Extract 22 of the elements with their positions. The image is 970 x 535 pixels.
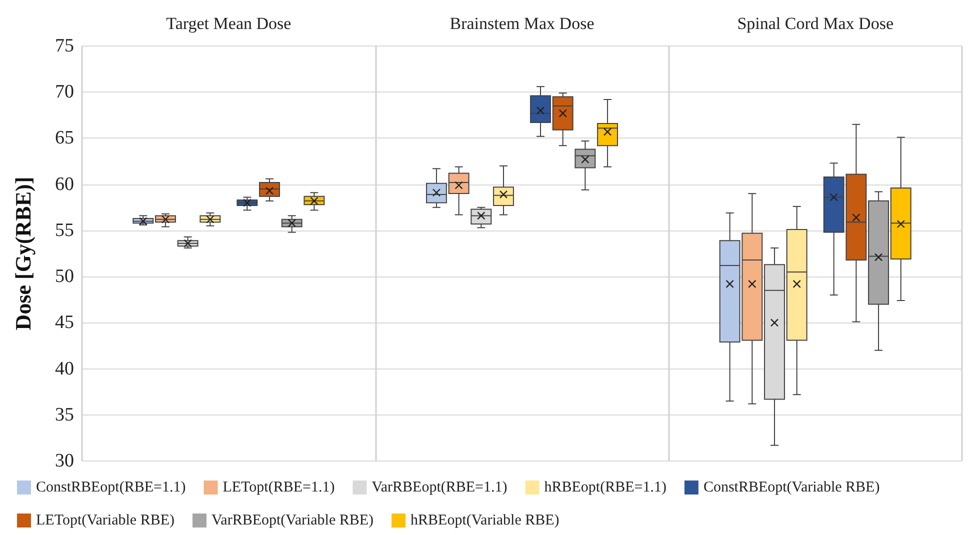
legend-label: hRBEopt(Variable RBE) [410,512,560,528]
legend-label: hRBEopt(RBE=1.1) [544,480,666,496]
y-tick-label: 45 [55,312,74,334]
x-tick-label: Target Mean Dose [166,14,292,33]
y-tick-label: 30 [55,450,74,472]
x-tick-label: Spinal Cord Max Dose [737,14,894,33]
y-tick-label: 70 [55,82,74,103]
y-tick-label: 40 [55,358,74,380]
y-tick-label: 55 [55,220,74,241]
y-axis-title: Dose [Gy(RBE)] [10,176,36,330]
y-tick-label: 65 [55,128,74,149]
legend-label: LETopt(RBE=1.1) [222,480,335,496]
y-tick-label: 50 [55,266,74,288]
legend-label: ConstRBEopt(RBE=1.1) [36,480,186,496]
legend-label: VarRBEopt(RBE=1.1) [372,480,508,496]
legend-label: LETopt(Variable RBE) [36,512,174,528]
y-tick-label: 60 [55,174,74,195]
legend-label: ConstRBEopt(Variable RBE) [703,480,880,496]
y-tick-label: 75 [55,36,74,56]
legend-label: VarRBEopt(Variable RBE) [211,512,374,528]
y-tick-label: 35 [55,404,74,426]
x-tick-label: Brainstem Max Dose [450,14,594,33]
